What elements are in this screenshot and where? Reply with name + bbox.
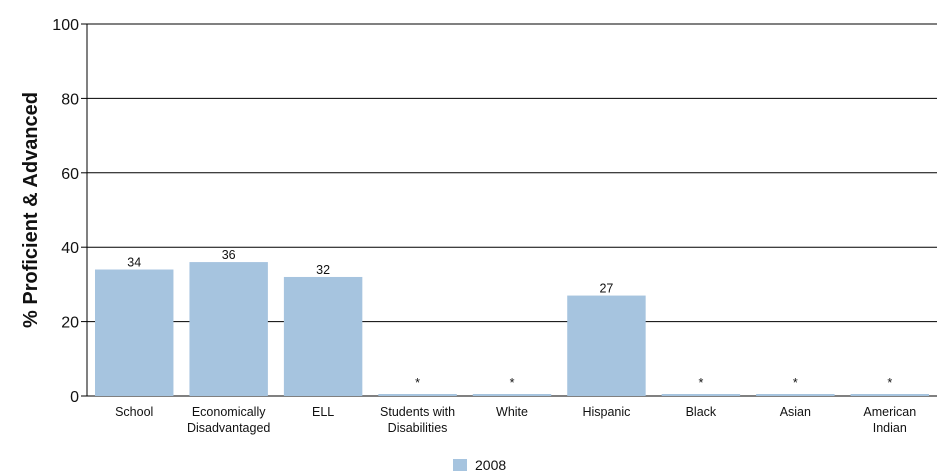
bar-5 bbox=[567, 295, 646, 396]
data-label-1: 36 bbox=[222, 248, 236, 262]
y-tick-label-40: 40 bbox=[61, 240, 79, 257]
category-label-5: Hispanic bbox=[582, 405, 630, 419]
legend-label-2008: 2008 bbox=[475, 457, 506, 473]
category-label-6: Black bbox=[686, 405, 717, 419]
bar-2 bbox=[283, 276, 363, 396]
y-tick-label-0: 0 bbox=[70, 389, 79, 406]
y-tick-label-80: 80 bbox=[61, 91, 79, 108]
bar-0 bbox=[95, 269, 174, 396]
data-label-6: * bbox=[698, 376, 703, 390]
legend: 2008 bbox=[453, 457, 506, 473]
data-label-4: * bbox=[510, 376, 515, 390]
category-labels: School Economically Disadvantaged ELL Studen… bbox=[115, 405, 916, 435]
data-label-7: * bbox=[793, 376, 798, 390]
category-label-7: Asian bbox=[780, 405, 811, 419]
data-label-5: 27 bbox=[599, 282, 613, 296]
category-label-0: School bbox=[115, 405, 153, 419]
bar-4 bbox=[472, 394, 552, 396]
y-tick-label-60: 60 bbox=[61, 166, 79, 183]
data-label-3: * bbox=[415, 376, 420, 390]
bars bbox=[95, 262, 929, 396]
category-label-8: American Indian bbox=[863, 405, 916, 435]
bar-8 bbox=[850, 394, 929, 396]
data-label-8: * bbox=[887, 376, 892, 390]
bar-7 bbox=[756, 394, 835, 396]
bar-1 bbox=[189, 262, 268, 396]
data-label-0: 34 bbox=[127, 256, 141, 270]
y-axis-ticks: 0 20 40 60 80 100 bbox=[52, 17, 87, 406]
category-label-3: Students with Disabilities bbox=[380, 405, 455, 435]
category-label-2: ELL bbox=[312, 405, 334, 419]
y-axis-title: % Proficient & Advanced bbox=[20, 92, 42, 328]
category-label-1: Economically Disadvantaged bbox=[187, 405, 270, 435]
legend-swatch-2008 bbox=[453, 459, 467, 471]
bar-3 bbox=[378, 394, 457, 396]
data-labels: 34 36 32 * * 27 * * * bbox=[127, 248, 892, 390]
y-tick-label-20: 20 bbox=[61, 315, 79, 332]
y-tick-label-100: 100 bbox=[52, 17, 79, 34]
category-label-4: White bbox=[496, 405, 528, 419]
bar-6 bbox=[661, 394, 741, 396]
data-label-2: 32 bbox=[316, 263, 330, 277]
